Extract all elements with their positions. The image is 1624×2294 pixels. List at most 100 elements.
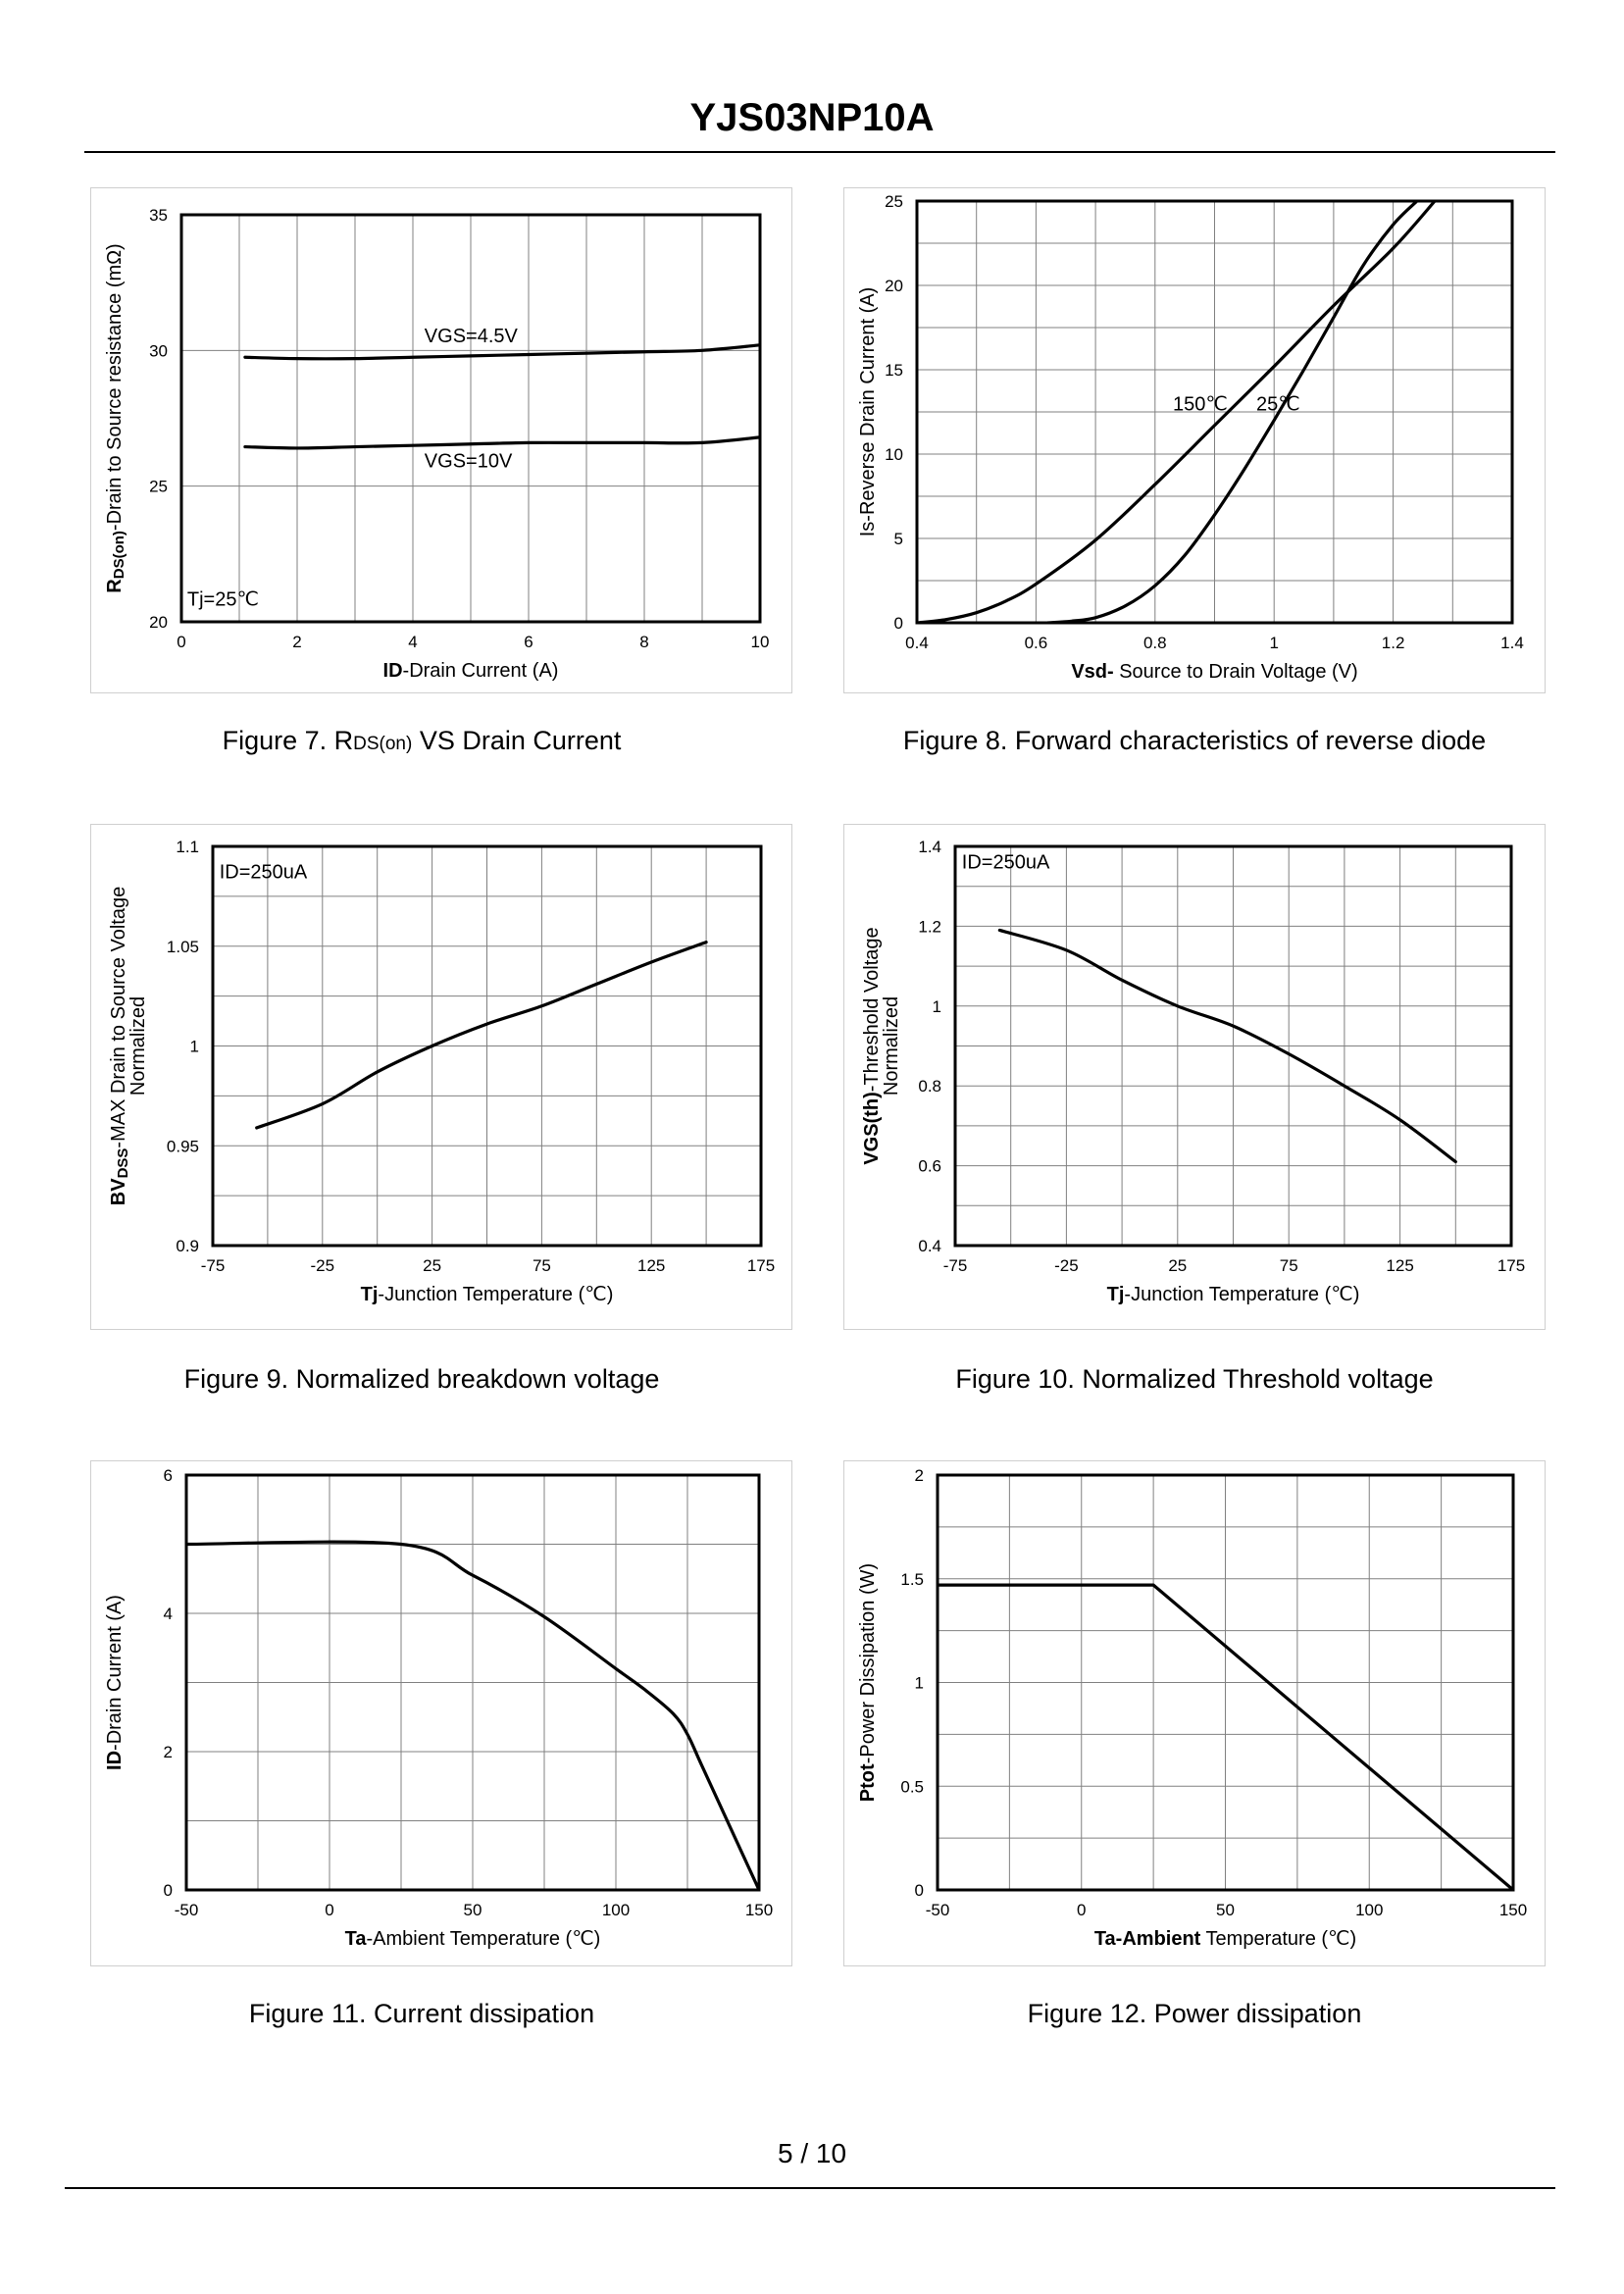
fig10-y-tick-label: 0.6 xyxy=(918,1157,941,1176)
fig11-y-axis-label-bold: ID xyxy=(104,1751,126,1770)
figure-7-caption: Figure 7. RDS(on) VS Drain Current xyxy=(29,726,814,756)
fig8-x-tick-label: 1.4 xyxy=(1500,634,1524,652)
fig10-y-tick-label: 1.4 xyxy=(918,838,941,856)
fig8-x-axis-label-bold: Vsd- xyxy=(1071,661,1113,683)
fig10-x-tick-label: 125 xyxy=(1386,1256,1413,1275)
fig7-x-axis-label-bold: ID xyxy=(383,660,403,682)
fig12-y-tick-label: 0 xyxy=(915,1881,924,1900)
fig10-y-axis-label: VGS(th)-Threshold Voltage xyxy=(861,927,883,1164)
fig9-annotation-0: ID=250uA xyxy=(220,862,308,884)
fig9-y-tick-label: 1.05 xyxy=(167,938,199,956)
figure-12-caption: Figure 12. Power dissipation xyxy=(1027,1999,1362,2028)
fig7-x-axis-label: ID-Drain Current (A) xyxy=(383,660,559,682)
fig9-x-tick-label: 125 xyxy=(637,1256,665,1275)
fig8-x-axis-label-text: Source to Drain Voltage (V) xyxy=(1114,661,1358,683)
fig9-y-axis-label-line2: Normalized xyxy=(127,996,149,1096)
fig12-plot-frame xyxy=(936,1473,1515,1892)
fig9-x-tick-label: -75 xyxy=(201,1256,226,1275)
fig10-svg: -75 -25 25 75 125 175 0.4 0.6 0.8 1 1.2 1.4 Tj-Junct… xyxy=(861,838,1525,1305)
figure-9-chart: -75 -25 25 75 125 175 0.9 0.95 1 1.05 1.1 Tj-Juncti… xyxy=(90,824,792,1330)
fig11-plot-frame xyxy=(184,1473,761,1892)
fig8-x-tick-label: 1 xyxy=(1269,634,1278,652)
fig8-y-tick-label: 5 xyxy=(894,530,903,548)
fig10-y-axis-label-text: -Threshold Voltage xyxy=(861,927,883,1092)
fig12-x-tick-label: 100 xyxy=(1355,1901,1383,1919)
fig10-x-tick-label: -75 xyxy=(943,1256,968,1275)
fig10-y-axis-label-line2: Normalized xyxy=(881,996,902,1096)
fig10-plot-frame xyxy=(953,844,1513,1248)
fig9-y-tick-label: 1 xyxy=(190,1038,199,1056)
fig12-x-tick-label: 150 xyxy=(1499,1901,1527,1919)
fig8-x-tick-label: 0.4 xyxy=(905,634,929,652)
fig9-y-tick-label: 0.95 xyxy=(167,1137,199,1155)
fig8-annotation-1: 25℃ xyxy=(1256,393,1300,415)
fig11-y-axis-label-text: -Drain Current (A) xyxy=(104,1595,126,1751)
fig10-x-tick-label: 175 xyxy=(1497,1256,1525,1275)
figure-8-chart: 0.4 0.6 0.8 1 1.2 1.4 0 5 10 15 20 25 Vsd- Source to… xyxy=(843,187,1546,693)
fig9-x-tick-label: 175 xyxy=(747,1256,775,1275)
fig8-y-tick-label: 25 xyxy=(885,192,903,211)
fig8-x-tick-label: 0.6 xyxy=(1025,634,1048,652)
fig7-x-tick-label: 10 xyxy=(751,633,770,651)
fig8-x-axis-label: Vsd- Source to Drain Voltage (V) xyxy=(1071,661,1357,683)
fig12-x-axis-label-text: Temperature (℃) xyxy=(1200,1928,1356,1950)
fig7-y-axis-label: RDS(on)-Drain to Source resistance (mΩ) xyxy=(104,243,127,592)
fig9-series-0-line xyxy=(255,941,708,1130)
figure-11-chart: -50 0 50 100 150 0 2 4 6 Ta-Ambient Temperature (… xyxy=(90,1460,792,1966)
caption-7-post: VS Drain Current xyxy=(412,726,622,755)
fig8-y-axis-label: Is-Reverse Drain Current (A) xyxy=(857,287,879,537)
fig9-y-axis-label-sub: DSS xyxy=(115,1148,131,1179)
figure-7-chart: 0 2 4 6 8 10 20 25 30 35 ID-Drain Current (A) RDS(o… xyxy=(90,187,792,693)
fig9-plot-frame xyxy=(211,844,763,1248)
fig7-y-axis-label-text: -Drain to Source resistance (mΩ) xyxy=(104,243,126,531)
fig9-x-axis-label: Tj-Junction Temperature (℃) xyxy=(361,1284,614,1305)
fig8-annotation-0: 150℃ xyxy=(1173,393,1228,415)
fig9-y-tick-label: 1.1 xyxy=(176,838,199,856)
fig11-y-axis-label: ID-Drain Current (A) xyxy=(104,1595,126,1770)
fig10-y-axis-label-bold: VGS(th) xyxy=(861,1092,883,1164)
fig8-series-1-line xyxy=(1045,201,1419,623)
fig10-annotation-0: ID=250uA xyxy=(962,851,1050,873)
caption-7-sub: DS(on) xyxy=(353,734,413,754)
header-rule xyxy=(84,151,1555,153)
fig10-x-axis-label-bold: Tj xyxy=(1107,1284,1125,1305)
figure-10-chart: -75 -25 25 75 125 175 0.4 0.6 0.8 1 1.2 1.4 Tj-Junct… xyxy=(843,824,1546,1330)
fig11-y-tick-label: 2 xyxy=(164,1743,173,1761)
fig8-plot-frame xyxy=(915,199,1514,625)
fig11-x-tick-label: 0 xyxy=(325,1901,333,1919)
fig9-y-axis-label: BVDSS-MAX Drain to Source Voltage xyxy=(108,887,131,1205)
fig11-y-tick-label: 0 xyxy=(164,1881,173,1900)
fig12-x-tick-label: 0 xyxy=(1077,1901,1086,1919)
fig8-y-tick-label: 20 xyxy=(885,277,903,295)
fig11-x-tick-label: 100 xyxy=(602,1901,630,1919)
fig10-y-tick-label: 1 xyxy=(933,997,941,1016)
fig8-x-tick-label: 1.2 xyxy=(1382,634,1405,652)
fig7-x-tick-label: 2 xyxy=(292,633,301,651)
fig9-svg: -75 -25 25 75 125 175 0.9 0.95 1 1.05 1.1 Tj-Juncti… xyxy=(108,838,775,1305)
fig12-y-tick-label: 1.5 xyxy=(900,1570,924,1589)
figure-8-caption: Figure 8. Forward characteristics of rev… xyxy=(902,726,1487,755)
fig12-y-tick-label: 0.5 xyxy=(900,1777,924,1796)
fig7-annotation-0: VGS=4.5V xyxy=(425,326,519,347)
fig10-x-axis-label: Tj-Junction Temperature (℃) xyxy=(1107,1284,1360,1305)
fig12-x-tick-label: 50 xyxy=(1216,1901,1235,1919)
fig10-x-tick-label: -25 xyxy=(1054,1256,1079,1275)
fig12-y-tick-label: 2 xyxy=(915,1466,924,1485)
fig12-y-axis-label: Ptot-Power Dissipation (W) xyxy=(857,1563,879,1802)
fig11-y-tick-label: 4 xyxy=(164,1605,173,1623)
fig7-x-tick-label: 0 xyxy=(177,633,185,651)
fig11-x-tick-label: -50 xyxy=(175,1901,199,1919)
fig10-y-tick-label: 1.2 xyxy=(918,917,941,936)
fig9-x-axis-label-text: -Junction Temperature (℃) xyxy=(378,1284,613,1305)
fig12-y-axis-label-text: -Power Dissipation (W) xyxy=(857,1563,879,1763)
fig7-series-0-line xyxy=(243,343,760,361)
fig7-svg: 0 2 4 6 8 10 20 25 30 35 ID-Drain Current (A) RDS(o… xyxy=(104,206,770,682)
fig9-x-tick-label: -25 xyxy=(311,1256,335,1275)
fig9-x-axis-label-bold: Tj xyxy=(361,1284,379,1305)
fig7-y-axis-label-sub: DS(on) xyxy=(111,531,127,579)
fig12-x-axis-label-bold: Ta-Ambient xyxy=(1094,1928,1201,1950)
fig7-y-axis-label-bold: R xyxy=(104,579,126,593)
fig12-x-axis-label: Ta-Ambient Temperature (℃) xyxy=(1094,1928,1356,1950)
